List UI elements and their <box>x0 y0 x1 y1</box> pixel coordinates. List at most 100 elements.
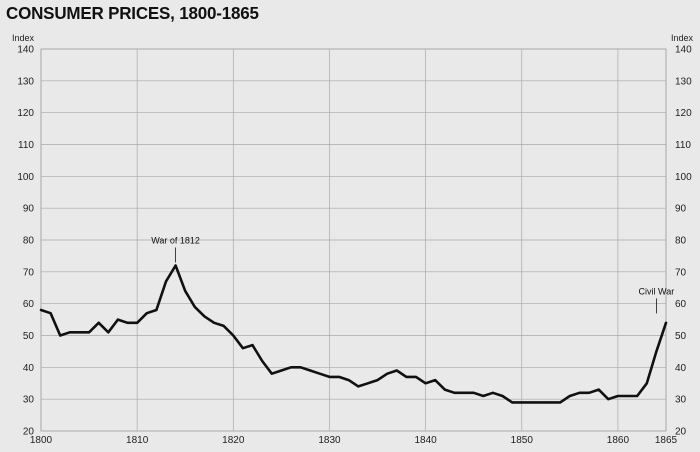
data-point <box>367 382 369 385</box>
data-point <box>597 388 600 391</box>
data-point <box>40 309 42 311</box>
y-tick-label: 20 <box>23 427 35 438</box>
y-tick-label: 90 <box>675 204 687 215</box>
grid-lines <box>40 48 667 432</box>
y-tick-label: 60 <box>23 299 35 310</box>
data-point <box>117 318 119 321</box>
y-tick-label: 100 <box>675 172 692 183</box>
data-point <box>299 366 302 369</box>
y-tick-label: 140 <box>17 45 34 56</box>
data-point <box>97 321 100 324</box>
data-point <box>424 382 427 385</box>
data-point <box>655 350 658 353</box>
data-point <box>405 376 408 378</box>
data-point <box>242 347 244 350</box>
y-tick-label: 110 <box>675 140 691 151</box>
data-point <box>251 344 254 346</box>
data-point <box>261 360 263 362</box>
y-tick-label: 80 <box>675 236 687 247</box>
data-point <box>511 401 513 404</box>
data-point <box>347 379 350 381</box>
y-tick-label: 40 <box>23 363 35 374</box>
data-point <box>49 312 52 315</box>
x-tick-label: 1840 <box>414 435 437 446</box>
y-tick-label: 130 <box>17 76 34 87</box>
x-tick-label: 1820 <box>222 435 245 446</box>
x-tick-label: 1830 <box>318 435 341 446</box>
y-tick-label: 20 <box>675 427 687 438</box>
data-point <box>69 331 71 334</box>
y-tick-label: 30 <box>675 395 687 406</box>
data-point <box>174 264 177 267</box>
data-point <box>578 392 581 394</box>
data-point <box>530 401 533 404</box>
y-tick-label: 140 <box>675 45 692 56</box>
data-point <box>415 376 417 378</box>
data-point <box>376 379 379 381</box>
data-point <box>290 366 292 369</box>
y-axis-label-right: Index <box>671 33 694 43</box>
x-tick-label: 1800 <box>30 435 53 446</box>
x-tick-label: 1810 <box>126 435 149 446</box>
data-point <box>607 398 610 400</box>
data-point <box>463 392 465 394</box>
series-line <box>39 264 668 404</box>
data-point <box>626 395 629 397</box>
data-point <box>270 372 273 375</box>
y-tick-label: 40 <box>675 363 687 374</box>
data-point <box>213 321 215 324</box>
data-point <box>636 395 638 397</box>
data-point <box>222 325 225 327</box>
data-point <box>472 392 475 394</box>
data-point <box>88 331 90 334</box>
data-point <box>549 401 552 404</box>
data-point <box>540 401 542 404</box>
data-point <box>588 392 590 394</box>
data-point <box>444 388 446 391</box>
data-point <box>328 376 331 378</box>
data-point <box>357 385 360 388</box>
data-point <box>482 395 485 397</box>
x-tick-label: 1850 <box>511 435 534 446</box>
data-point <box>569 395 571 397</box>
annotation-label: Civil War <box>639 286 675 296</box>
y-axis-label-left: Index <box>12 33 35 43</box>
data-point <box>280 369 283 372</box>
y-tick-label: 110 <box>18 140 34 151</box>
y-tick-label: 130 <box>675 76 692 87</box>
data-point <box>107 331 110 334</box>
data-point <box>155 309 158 311</box>
data-point <box>492 392 494 394</box>
y-tick-label: 60 <box>675 299 687 310</box>
y-tick-label: 50 <box>675 331 687 342</box>
y-tick-label: 120 <box>675 108 692 119</box>
data-point <box>395 369 398 372</box>
x-tick-label: 1860 <box>607 435 630 446</box>
data-point <box>617 395 619 397</box>
y-tick-label: 70 <box>23 267 35 278</box>
data-point <box>78 331 81 334</box>
x-tick-label: 1865 <box>655 435 678 446</box>
chart-title: CONSUMER PRICES, 1800-1865 <box>6 3 259 24</box>
y-tick-label: 100 <box>17 172 34 183</box>
data-point <box>232 334 235 337</box>
y-tick-label: 90 <box>23 204 35 215</box>
annotation-label: War of 1812 <box>151 235 200 245</box>
data-point <box>338 376 340 378</box>
data-point <box>501 395 504 397</box>
data-point <box>645 382 648 385</box>
data-point <box>453 392 456 394</box>
y-tick-label: 30 <box>23 395 35 406</box>
y-axis-left: 20 30 40 50 60 70 80 90 100 110 120 130 140 <box>17 45 34 438</box>
data-point <box>559 401 562 404</box>
data-point <box>126 321 129 324</box>
y-tick-label: 120 <box>17 108 34 119</box>
data-point <box>184 290 187 292</box>
annotations: War of 1812 Civil War <box>151 235 675 314</box>
y-tick-label: 70 <box>675 267 687 278</box>
data-point <box>59 334 62 337</box>
y-axis-right: 20 30 40 50 60 70 80 90 100 110 120 130 140 <box>675 45 692 438</box>
data-point <box>194 306 196 308</box>
data-point <box>145 312 148 315</box>
